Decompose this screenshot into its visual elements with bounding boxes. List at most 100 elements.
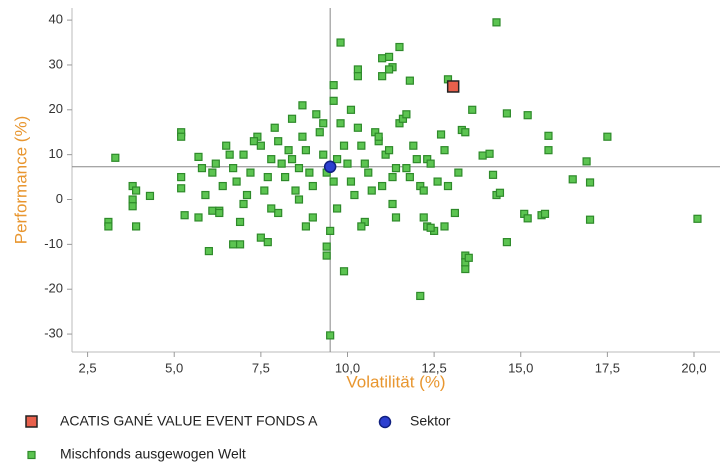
point [523,111,532,120]
point [201,190,210,200]
point [332,155,342,164]
point [277,159,286,168]
point [249,137,259,146]
point [488,170,498,179]
point [294,195,304,204]
point [353,123,362,132]
point [478,151,487,160]
point [274,208,283,218]
point [384,146,394,155]
point [502,109,511,118]
point [416,291,425,301]
point [391,213,401,222]
point [208,206,217,215]
point [239,150,248,159]
point [235,217,245,227]
point [461,128,470,137]
point [378,181,387,191]
point [104,222,113,231]
point [419,213,428,222]
point [582,157,591,166]
point [145,191,155,201]
point [319,119,328,128]
point [360,159,369,168]
point [326,226,335,236]
point [402,110,411,119]
point [194,213,203,222]
point [322,242,331,251]
y-axis-label: Performance (%) [11,116,30,244]
point [215,208,224,218]
point [378,72,387,81]
point [443,181,453,191]
point [419,186,428,195]
point [446,80,460,93]
point [218,181,227,191]
point [384,65,394,74]
point [308,213,317,222]
y-tick-label: 30 [49,56,63,71]
point [319,150,328,159]
point [308,181,317,191]
point [440,146,449,155]
point [229,240,238,249]
point [364,168,373,177]
point [343,159,352,168]
legend-label: Mischfonds ausgewogen Welt [60,446,246,462]
point [197,164,207,173]
point [353,72,362,81]
point [287,114,297,123]
point [177,132,186,141]
x-tick-label: 17,5 [595,360,620,375]
point [346,177,356,186]
point [568,175,577,184]
point [585,215,595,224]
point [177,172,186,182]
point [544,146,553,155]
x-tick-label: 15,0 [508,360,533,375]
point [502,238,511,247]
point [436,130,446,139]
point [329,96,338,105]
x-tick-label: 10,0 [335,360,360,375]
point [450,208,460,218]
point [388,172,397,182]
point [395,42,404,52]
point [204,246,213,256]
point [544,131,553,140]
point [409,141,418,150]
y-tick-label: -30 [44,325,63,340]
point [194,152,203,162]
point [464,253,473,262]
point [485,149,494,158]
point [235,240,245,249]
point [357,141,366,150]
point [246,168,255,177]
point [367,186,376,195]
point [339,267,349,276]
point [284,146,293,155]
point [339,141,349,150]
point [468,105,477,114]
point [301,146,311,155]
x-tick-label: 20,0 [681,360,706,375]
point [322,251,331,260]
point [294,164,304,173]
point [495,188,505,197]
point [405,76,414,85]
point [384,52,394,61]
point [232,177,241,186]
point [391,164,401,173]
point [211,159,220,168]
point [336,119,345,128]
y-tick-label: 20 [49,101,63,116]
point [229,164,238,173]
x-tick-label: 7,5 [252,360,270,375]
point [315,128,324,137]
point [281,172,290,182]
point [461,264,470,274]
point [128,195,137,204]
point [492,18,501,27]
point [222,141,231,150]
